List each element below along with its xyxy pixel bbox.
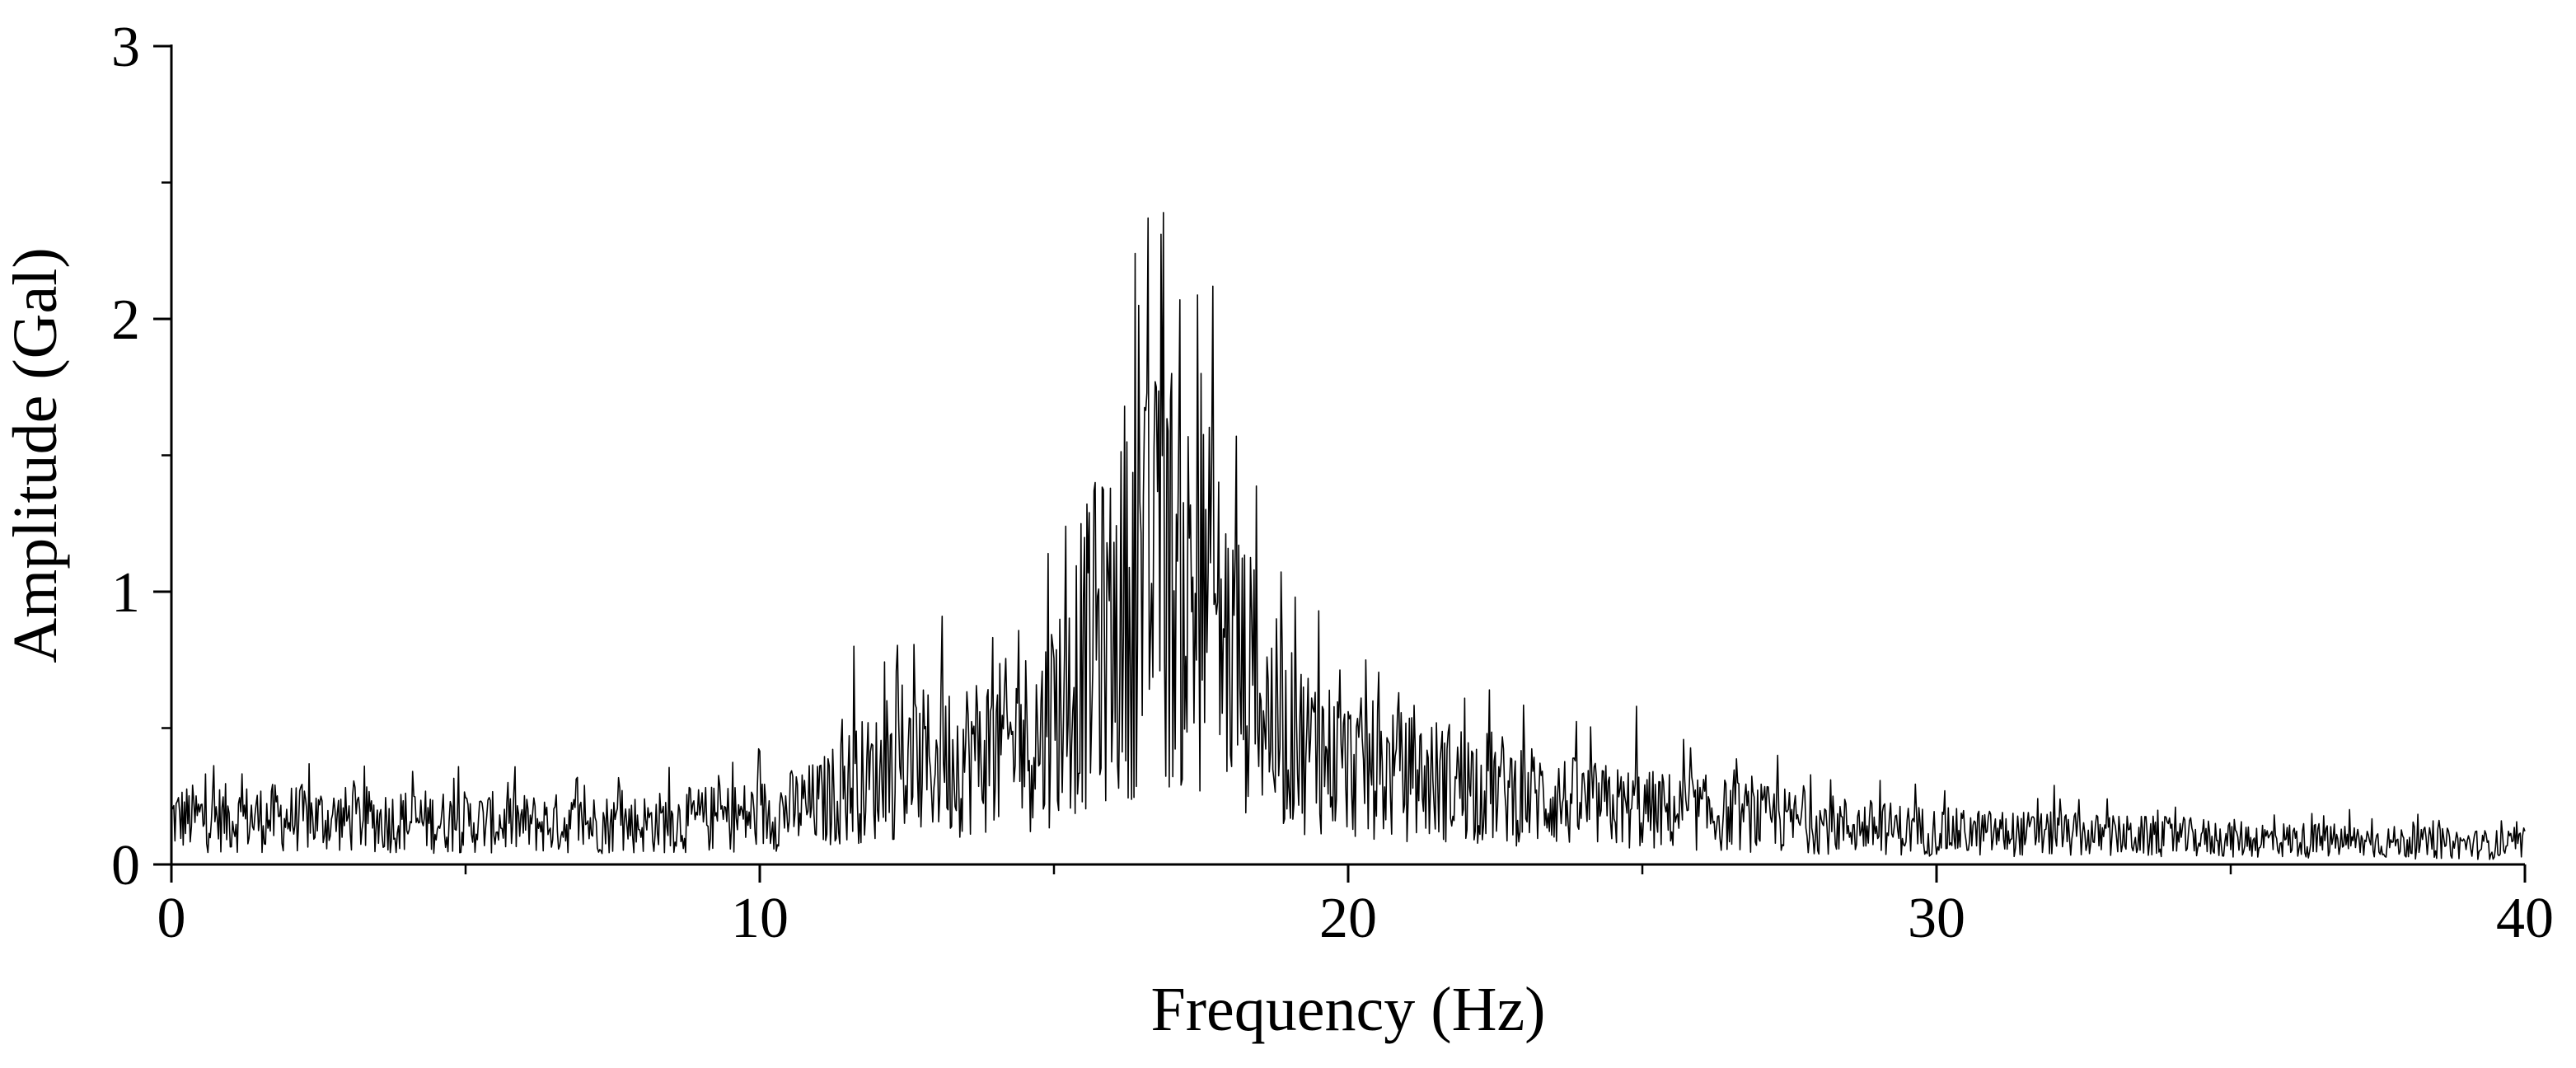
axis-ticks xyxy=(153,44,2527,883)
y-tick-label-2: 2 xyxy=(111,288,140,352)
y-tick-label-0: 0 xyxy=(111,834,140,897)
x-tick-label-0: 0 xyxy=(157,887,186,950)
x-tick-label-40: 40 xyxy=(2496,887,2554,950)
y-axis-title: Amplitude (Gal) xyxy=(1,247,70,663)
y-tick-label-3: 3 xyxy=(111,16,140,79)
y-tick-label-1: 1 xyxy=(111,561,140,625)
x-tick-label-20: 20 xyxy=(1319,887,1377,950)
x-axis-title: Frequency (Hz) xyxy=(1150,975,1545,1044)
amplitude-series-line xyxy=(171,212,2526,860)
x-tick-label-10: 10 xyxy=(731,887,789,950)
x-tick-label-30: 30 xyxy=(1908,887,1965,950)
